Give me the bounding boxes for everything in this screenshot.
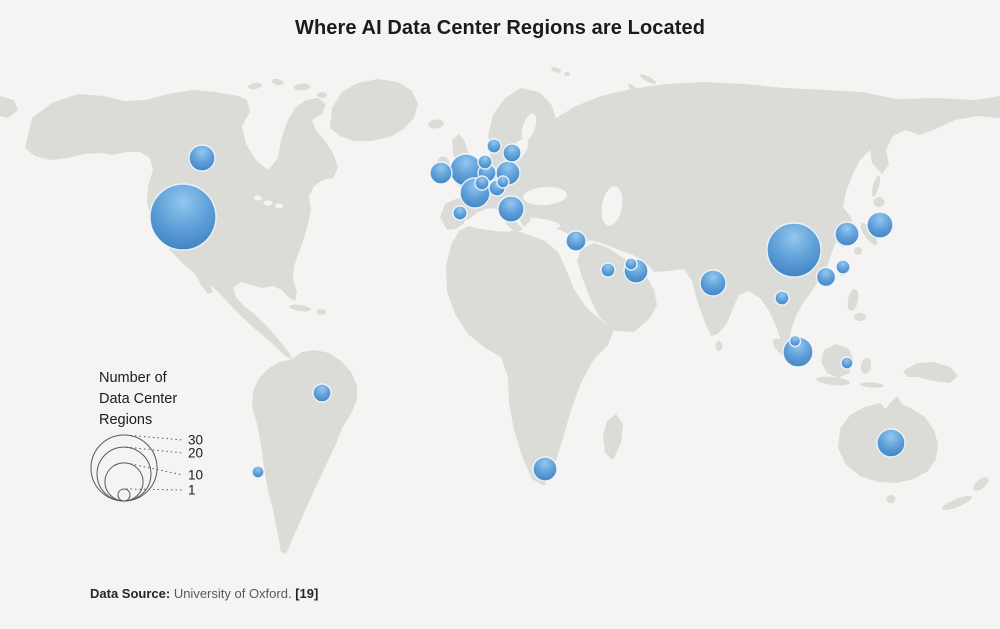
bubble-italy bbox=[497, 195, 525, 223]
bubble-canada bbox=[188, 144, 216, 172]
landmass-sicily bbox=[509, 230, 517, 236]
bubble-ireland bbox=[429, 161, 453, 185]
legend-label-30: 30 bbox=[188, 433, 203, 448]
landmass-arctic-island bbox=[294, 83, 310, 91]
bubble-hong-kong bbox=[815, 266, 837, 288]
bubble-layer bbox=[149, 138, 906, 482]
bubble-bahrain bbox=[600, 262, 616, 278]
landmass-sri-lanka bbox=[715, 341, 723, 351]
landmass-novaya-zemlya bbox=[628, 83, 638, 93]
legend-circle-10 bbox=[104, 462, 144, 502]
data-source-prefix: Data Source: bbox=[90, 586, 171, 601]
legend-label-1: 1 bbox=[188, 483, 196, 498]
landmass-arabia bbox=[577, 243, 657, 332]
legend-circle-30 bbox=[90, 434, 158, 502]
data-source: Data Source: University of Oxford. [19] bbox=[90, 586, 318, 601]
landmass-arctic-island bbox=[317, 92, 327, 98]
bubble-japan bbox=[866, 211, 894, 239]
landmass-baja-california bbox=[192, 266, 213, 294]
data-source-citation: [19] bbox=[295, 586, 319, 601]
landmass-cuba bbox=[289, 304, 311, 312]
landmass-new-zealand-north bbox=[973, 477, 989, 491]
landmass-tasmania bbox=[886, 495, 896, 503]
legend-label-20: 20 bbox=[188, 446, 203, 461]
landmass-svalbard bbox=[551, 67, 561, 73]
bubble-australia bbox=[876, 428, 906, 458]
bubble-sweden bbox=[502, 143, 522, 163]
landmass-africa bbox=[446, 223, 614, 486]
landmass-sulawesi bbox=[860, 358, 872, 374]
bubble-norway bbox=[486, 138, 502, 154]
legend-label-10: 10 bbox=[188, 468, 203, 483]
bubble-thailand bbox=[774, 290, 790, 306]
legend-title: Number of Data Center Regions bbox=[99, 368, 177, 431]
bubble-taiwan bbox=[835, 259, 851, 275]
legend-leader-line bbox=[125, 488, 184, 491]
legend-leader-line bbox=[125, 462, 184, 476]
sea-black-sea bbox=[523, 186, 567, 206]
bubble-denmark bbox=[477, 154, 493, 170]
landmass-iceland bbox=[428, 119, 444, 129]
landmass-java bbox=[816, 376, 850, 386]
landmass-sakhalin bbox=[871, 175, 881, 197]
landmass-philippines bbox=[847, 289, 859, 311]
bubble-india bbox=[699, 269, 727, 297]
sea-great-lake bbox=[263, 200, 273, 206]
landmass-eurasia bbox=[440, 82, 1000, 353]
sea-bothnia bbox=[521, 113, 537, 141]
bubble-chile bbox=[251, 465, 265, 479]
bubble-spain bbox=[452, 205, 468, 221]
landmass-madagascar bbox=[603, 414, 623, 460]
bubble-belgium bbox=[474, 175, 490, 191]
bubble-israel bbox=[565, 230, 587, 252]
bubble-united-states bbox=[149, 183, 217, 251]
bubble-south-korea bbox=[834, 221, 860, 247]
bubble-qatar bbox=[624, 257, 638, 271]
data-source-text: University of Oxford. bbox=[170, 586, 296, 601]
landmass-philippines bbox=[854, 313, 866, 321]
landmass-new-zealand-south bbox=[942, 495, 972, 511]
landmass-novaya-zemlya bbox=[639, 74, 657, 84]
legend-circle-1 bbox=[117, 488, 131, 502]
bubble-south-africa bbox=[532, 456, 558, 482]
bubble-malaysia bbox=[788, 334, 802, 348]
landmass-hokkaido bbox=[873, 197, 885, 207]
page-title: Where AI Data Center Regions are Located bbox=[294, 17, 706, 39]
legend-leader-line bbox=[125, 434, 184, 441]
legend-circle-20 bbox=[96, 446, 152, 502]
legend-title-line: Data Center bbox=[99, 391, 178, 407]
bubble-austria bbox=[496, 175, 510, 189]
sea-caspian bbox=[601, 186, 623, 226]
sea-great-lake bbox=[275, 203, 283, 209]
landmass-lesser-sunda bbox=[860, 382, 884, 388]
landmass-honshu bbox=[860, 223, 878, 245]
bubble-china bbox=[766, 222, 822, 278]
landmass-arctic-island bbox=[272, 78, 284, 86]
landmass-hispaniola bbox=[316, 309, 326, 315]
bubble-brazil bbox=[312, 383, 332, 403]
landmass-chukotka-wrap bbox=[0, 96, 18, 118]
landmass-arctic-island bbox=[248, 82, 262, 90]
bubble-indonesia bbox=[840, 356, 854, 370]
landmass-south-america bbox=[252, 350, 357, 554]
legend-leader-line bbox=[125, 446, 184, 454]
legend-title-line: Regions bbox=[99, 412, 153, 428]
landmass-new-guinea bbox=[903, 362, 958, 383]
landmass-kyushu bbox=[854, 247, 862, 255]
sea-great-lake bbox=[254, 195, 262, 201]
legend-title-line: Number of bbox=[99, 370, 167, 386]
landmass-svalbard bbox=[564, 72, 570, 76]
landmass-greenland bbox=[330, 79, 418, 141]
